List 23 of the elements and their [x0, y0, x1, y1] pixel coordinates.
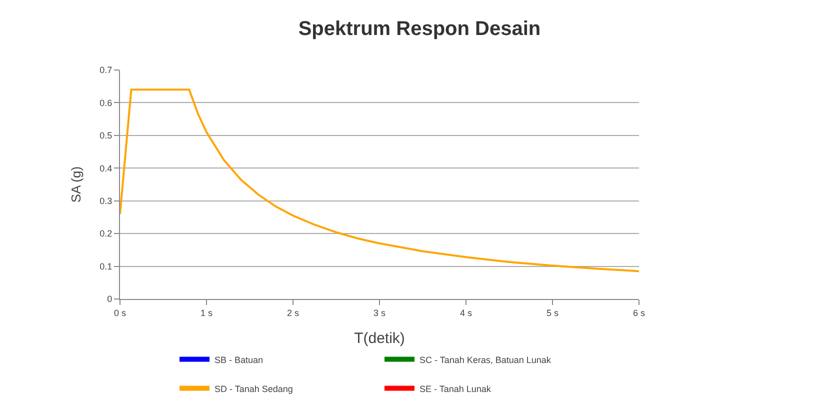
- y-tick-label: 0.6: [100, 98, 112, 108]
- legend-label: SB - Batuan: [214, 354, 264, 365]
- chart-title: Spektrum Respon Desain: [298, 18, 541, 40]
- x-tick-label: 2 s: [286, 308, 300, 318]
- legend-label: SC - Tanah Keras, Batuan Lunak: [420, 354, 552, 365]
- y-tick-label: 0.5: [100, 130, 112, 141]
- x-tick-label: 4 s: [460, 308, 472, 318]
- x-tick-label: 0 s: [114, 308, 126, 318]
- y-axis-title: SA (g): [68, 166, 84, 203]
- x-tick-label: 5 s: [546, 308, 559, 318]
- line-series: [120, 88, 639, 272]
- x-axis-title: T(detik): [354, 330, 405, 347]
- y-tick-label: 0.3: [100, 196, 112, 206]
- y-tick-label: 0: [107, 294, 112, 304]
- legend-label: SD - Tanah Sedang: [214, 384, 293, 394]
- y-tick-label: 0.4: [100, 163, 112, 174]
- x-tick-label: 6 s: [632, 308, 646, 318]
- legend-label: SE - Tanah Lunak: [420, 384, 492, 394]
- y-tick-label: 0.2: [100, 228, 112, 239]
- x-tick-label: 1 s: [200, 308, 213, 318]
- y-tick-label: 0.1: [100, 261, 112, 272]
- x-tick-label: 3 s: [373, 308, 386, 318]
- y-tick-label: 0.7: [100, 65, 112, 76]
